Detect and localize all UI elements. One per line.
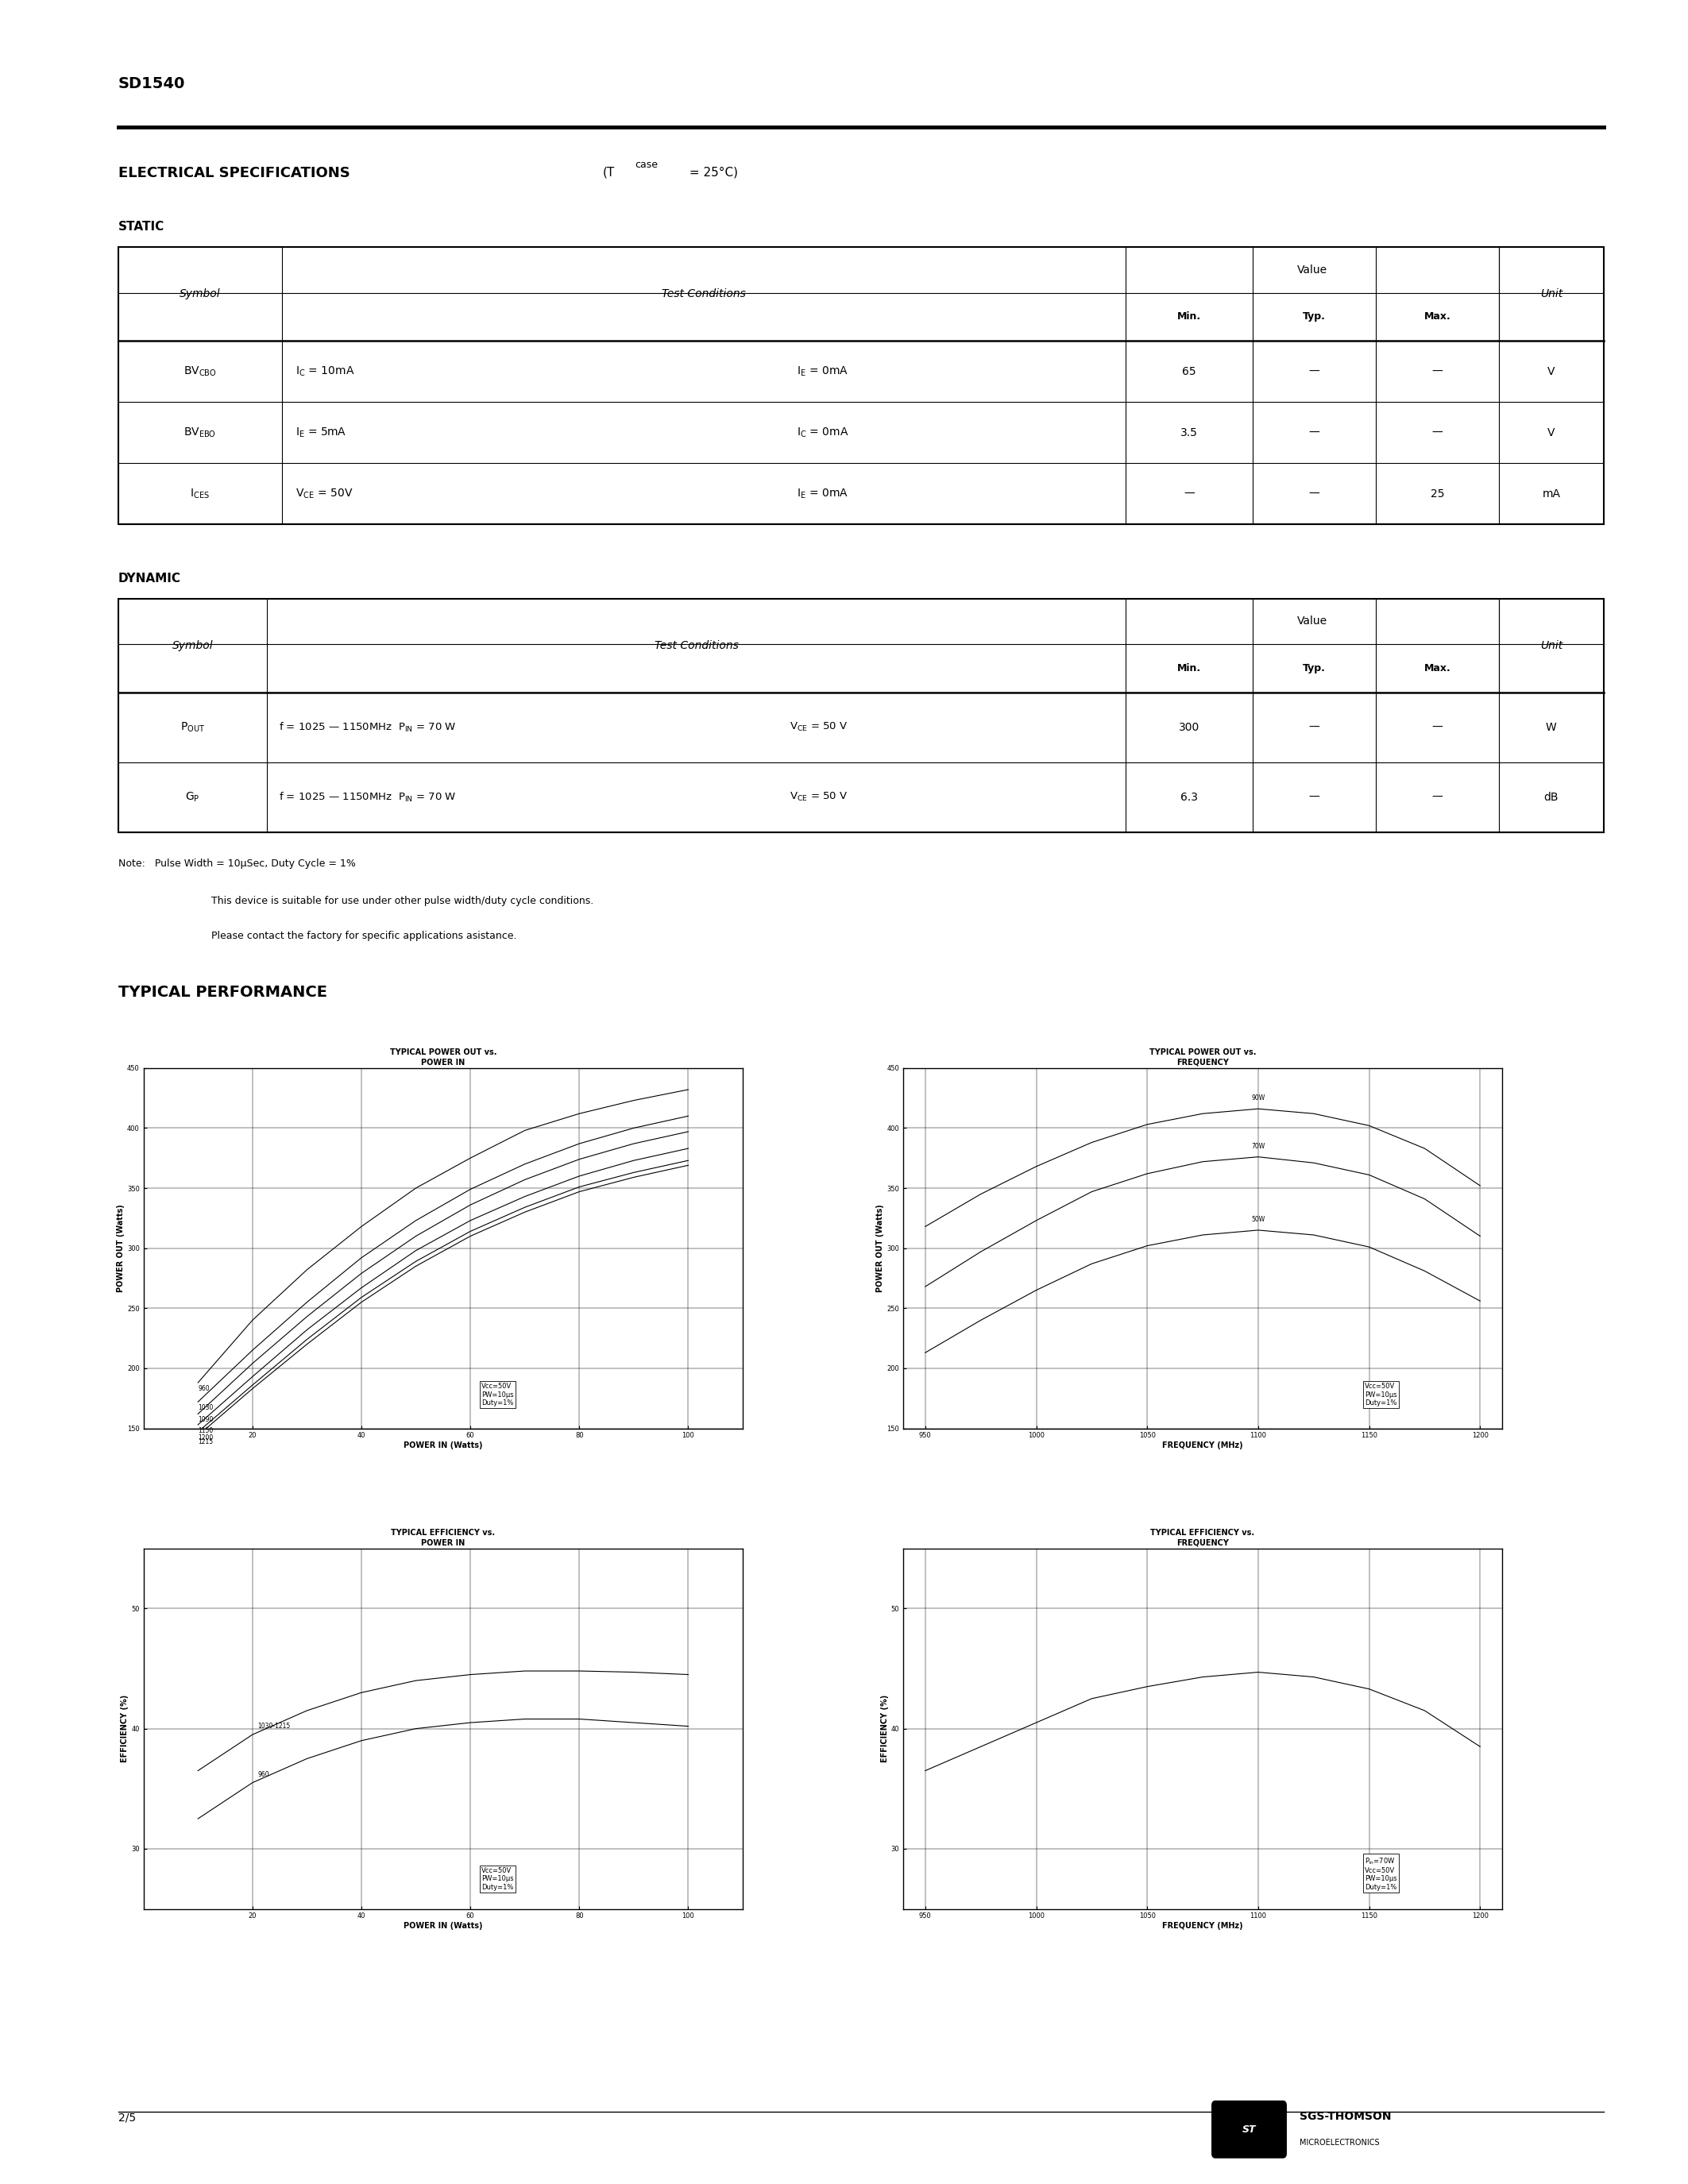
X-axis label: POWER IN (Watts): POWER IN (Watts) [403, 1441, 483, 1450]
FancyBboxPatch shape [1212, 2101, 1286, 2158]
Text: Min.: Min. [1177, 664, 1202, 673]
Text: V$_{\mathregular{CE}}$ = 50 V: V$_{\mathregular{CE}}$ = 50 V [790, 721, 849, 734]
Text: TYPICAL PERFORMANCE: TYPICAL PERFORMANCE [118, 985, 327, 1000]
Text: Max.: Max. [1425, 312, 1450, 321]
Text: Test Conditions: Test Conditions [662, 288, 746, 299]
Text: SGS-THOMSON: SGS-THOMSON [1300, 2110, 1391, 2123]
Text: Typ.: Typ. [1303, 664, 1325, 673]
Text: I$_{\mathregular{C}}$ = 0mA: I$_{\mathregular{C}}$ = 0mA [797, 426, 849, 439]
Text: 65: 65 [1182, 365, 1197, 378]
Text: I$_{\mathregular{CES}}$: I$_{\mathregular{CES}}$ [191, 487, 209, 500]
Text: 6.3: 6.3 [1180, 791, 1198, 804]
Text: 1150: 1150 [197, 1426, 213, 1435]
Text: 25: 25 [1430, 487, 1445, 500]
Text: 960: 960 [197, 1385, 209, 1391]
Text: 1030: 1030 [197, 1404, 213, 1411]
Text: —: — [1431, 721, 1443, 734]
Text: ELECTRICAL SPECIFICATIONS: ELECTRICAL SPECIFICATIONS [118, 166, 354, 181]
Text: Value: Value [1298, 264, 1327, 275]
Text: 1030-1215: 1030-1215 [258, 1723, 290, 1730]
Title: TYPICAL POWER OUT vs.
FREQUENCY: TYPICAL POWER OUT vs. FREQUENCY [1150, 1048, 1256, 1066]
Text: Unit: Unit [1539, 640, 1563, 651]
Bar [118, 598, 1604, 832]
Text: Vcc=50V
PW=10μs
Duty=1%: Vcc=50V PW=10μs Duty=1% [1364, 1382, 1398, 1406]
Text: case: case [635, 159, 658, 170]
Text: DYNAMIC: DYNAMIC [118, 572, 181, 583]
Text: Symbol: Symbol [172, 640, 213, 651]
Text: 1090: 1090 [197, 1417, 213, 1424]
Text: 50W: 50W [1251, 1216, 1264, 1223]
Text: This device is suitable for use under other pulse width/duty cycle conditions.: This device is suitable for use under ot… [211, 895, 592, 906]
Bar [118, 247, 1604, 524]
Text: Min.: Min. [1177, 312, 1202, 321]
Title: TYPICAL POWER OUT vs.
POWER IN: TYPICAL POWER OUT vs. POWER IN [390, 1048, 496, 1066]
Text: f = 1025 — 1150MHz  P$_{\mathregular{IN}}$ = 70 W: f = 1025 — 1150MHz P$_{\mathregular{IN}}… [279, 721, 456, 734]
Text: SD1540: SD1540 [118, 76, 186, 92]
Text: f = 1025 — 1150MHz  P$_{\mathregular{IN}}$ = 70 W: f = 1025 — 1150MHz P$_{\mathregular{IN}}… [279, 791, 456, 804]
Text: I$_{\mathregular{E}}$ = 0mA: I$_{\mathregular{E}}$ = 0mA [797, 487, 849, 500]
Y-axis label: POWER OUT (Watts): POWER OUT (Watts) [116, 1203, 125, 1293]
Text: 300: 300 [1178, 721, 1200, 734]
Text: Please contact the factory for specific applications asistance.: Please contact the factory for specific … [211, 930, 517, 941]
Text: I$_{\mathregular{C}}$ = 10mA: I$_{\mathregular{C}}$ = 10mA [295, 365, 354, 378]
Title: TYPICAL EFFICIENCY vs.
FREQUENCY: TYPICAL EFFICIENCY vs. FREQUENCY [1151, 1529, 1254, 1546]
Text: = 25°C): = 25°C) [685, 166, 738, 177]
Y-axis label: POWER OUT (Watts): POWER OUT (Watts) [876, 1203, 885, 1293]
Text: V$_{\mathregular{CE}}$ = 50 V: V$_{\mathregular{CE}}$ = 50 V [790, 791, 849, 804]
Text: 960: 960 [258, 1771, 270, 1778]
Text: —: — [1308, 365, 1320, 378]
Text: V: V [1548, 365, 1555, 378]
Text: —: — [1431, 426, 1443, 439]
Text: Vcc=50V
PW=10μs
Duty=1%: Vcc=50V PW=10μs Duty=1% [481, 1867, 513, 1891]
Text: —: — [1183, 487, 1195, 500]
Text: W: W [1546, 721, 1556, 734]
Y-axis label: EFFICIENCY (%): EFFICIENCY (%) [122, 1695, 128, 1762]
Text: 70W: 70W [1251, 1142, 1264, 1149]
Text: G$_{\mathregular{P}}$: G$_{\mathregular{P}}$ [186, 791, 199, 804]
Text: Unit: Unit [1539, 288, 1563, 299]
Text: Test Conditions: Test Conditions [655, 640, 738, 651]
Text: 2/5: 2/5 [118, 2112, 135, 2123]
Text: dB: dB [1545, 791, 1558, 804]
Text: 1215: 1215 [197, 1437, 213, 1446]
Text: Symbol: Symbol [179, 288, 221, 299]
Text: P$_{\mathregular{OUT}}$: P$_{\mathregular{OUT}}$ [181, 721, 204, 734]
Text: MICROELECTRONICS: MICROELECTRONICS [1300, 2138, 1379, 2147]
Text: P$_{\mathregular{in}}$=70W
Vcc=50V
PW=10μs
Duty=1%: P$_{\mathregular{in}}$=70W Vcc=50V PW=10… [1364, 1856, 1398, 1891]
Text: Max.: Max. [1425, 664, 1450, 673]
Text: —: — [1308, 791, 1320, 804]
Text: Note:   Pulse Width = 10μSec, Duty Cycle = 1%: Note: Pulse Width = 10μSec, Duty Cycle =… [118, 858, 356, 869]
X-axis label: FREQUENCY (MHz): FREQUENCY (MHz) [1163, 1441, 1242, 1450]
Text: V$_{\mathregular{CE}}$ = 50V: V$_{\mathregular{CE}}$ = 50V [295, 487, 353, 500]
Text: —: — [1308, 426, 1320, 439]
Text: mA: mA [1543, 487, 1560, 500]
Text: BV$_{\mathregular{EBO}}$: BV$_{\mathregular{EBO}}$ [184, 426, 216, 439]
Text: Vcc=50V
PW=10μs
Duty=1%: Vcc=50V PW=10μs Duty=1% [481, 1382, 513, 1406]
Text: I$_{\mathregular{E}}$ = 0mA: I$_{\mathregular{E}}$ = 0mA [797, 365, 849, 378]
Text: BV$_{\mathregular{CBO}}$: BV$_{\mathregular{CBO}}$ [184, 365, 216, 378]
Text: —: — [1308, 487, 1320, 500]
X-axis label: FREQUENCY (MHz): FREQUENCY (MHz) [1163, 1922, 1242, 1931]
X-axis label: POWER IN (Watts): POWER IN (Watts) [403, 1922, 483, 1931]
Text: V: V [1548, 426, 1555, 439]
Text: —: — [1431, 791, 1443, 804]
Y-axis label: EFFICIENCY (%): EFFICIENCY (%) [881, 1695, 888, 1762]
Text: I$_{\mathregular{E}}$ = 5mA: I$_{\mathregular{E}}$ = 5mA [295, 426, 346, 439]
Text: 90W: 90W [1251, 1094, 1264, 1101]
Text: (T: (T [603, 166, 614, 177]
Text: 3.5: 3.5 [1180, 426, 1198, 439]
Text: ST: ST [1242, 2125, 1256, 2134]
Text: Value: Value [1298, 616, 1327, 627]
Text: Typ.: Typ. [1303, 312, 1325, 321]
Title: TYPICAL EFFICIENCY vs.
POWER IN: TYPICAL EFFICIENCY vs. POWER IN [392, 1529, 495, 1546]
Text: —: — [1308, 721, 1320, 734]
Text: STATIC: STATIC [118, 221, 164, 232]
Text: 1200: 1200 [197, 1435, 213, 1441]
Text: —: — [1431, 365, 1443, 378]
